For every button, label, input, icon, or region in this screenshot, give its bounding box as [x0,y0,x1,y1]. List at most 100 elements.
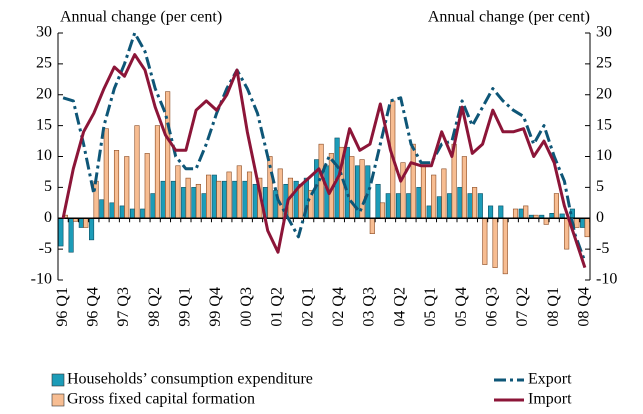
legend-label: Import [528,391,572,408]
legend-label: Households’ consumption expenditure [67,371,313,388]
bar [191,187,197,219]
bar [472,187,478,219]
y-tick-label: 5 [44,178,52,195]
bar [144,153,150,219]
x-tick-label: 96 Q4 [84,287,101,327]
bar [457,187,463,219]
x-tick-label: 00 Q3 [238,287,255,327]
bar [436,196,442,219]
bar [580,217,586,228]
bar [124,156,130,219]
bar [477,193,483,219]
bar [236,165,242,219]
bar [165,91,171,219]
bar [109,202,115,219]
bar [99,199,105,219]
bar [375,183,381,219]
y2-tick-label: 25 [596,55,612,72]
y-tick-label: -10 [31,271,52,288]
y2-tick-label: 15 [596,116,612,133]
y2-tick-label: 10 [596,147,612,164]
x-tick-label: 07 Q2 [514,287,531,327]
bar [564,217,570,250]
bar [512,208,519,219]
y2-tick-label: 0 [596,209,604,226]
bar [574,217,580,228]
x-tick-label: 04 Q2 [391,287,408,327]
y-axis-label: Annual change (per cent) [60,9,222,26]
bar [523,205,529,219]
y-tick-label: 20 [36,85,52,102]
bar [410,143,416,219]
x-tick-label: 02 Q4 [330,287,347,327]
bar [553,193,559,219]
y-tick-label: -5 [39,240,52,257]
x-tick-label: 02 Q1 [299,287,316,327]
bar [385,193,391,219]
bar [365,165,371,219]
x-tick-label: 06 Q3 [483,287,500,327]
bar [584,217,590,238]
bar [518,208,524,219]
bar [461,156,467,219]
y-tick-label: 10 [36,147,52,164]
x-tick-label: 96 Q1 [54,287,71,327]
x-tick-label: 05 Q1 [422,287,439,327]
bar [369,217,375,234]
bar [185,177,191,219]
line-series [61,53,587,269]
bar [129,208,136,219]
legend-label: Export [528,371,572,388]
bar [119,205,125,219]
bar [83,217,89,228]
bar [420,165,426,219]
y2-tick-label: -10 [596,271,617,288]
bar [379,202,386,219]
x-tick-label: 97 Q3 [115,287,132,327]
bar [492,217,498,268]
bar [181,187,187,219]
legend-swatch [51,373,65,387]
bar [349,156,355,219]
x-tick-label: 99 Q4 [207,287,224,327]
y2-tick-label: 20 [596,85,612,102]
bar [447,193,453,219]
bar [58,217,64,247]
bar [400,162,406,219]
bar [93,180,99,219]
bar [175,165,181,219]
x-tick-label: 03 Q3 [361,287,378,327]
y2-axis-label: Annual change (per cent) [428,9,590,26]
bar [89,217,95,241]
bar [482,217,488,265]
x-tick-label: 98 Q2 [146,287,163,327]
bar [201,193,207,219]
bar [242,180,248,219]
bar [140,208,146,219]
bar [406,193,412,219]
bar [467,193,473,219]
bar [170,180,176,219]
y2-tick-label: 30 [596,24,612,41]
line-series [62,31,587,263]
bar [154,125,160,219]
bar [150,193,156,219]
bar [134,125,140,219]
bar [113,150,120,219]
y-tick-label: 30 [36,24,52,41]
bar [195,183,201,219]
bar [160,180,166,219]
bar [252,183,258,219]
x-tick-label: 05 Q4 [453,287,470,327]
legend-label: Gross fixed capital formation [67,391,255,408]
bar [232,180,238,219]
bar [488,205,494,219]
bar [216,180,222,219]
bar [543,217,549,225]
bar [103,128,109,219]
bar [498,205,504,219]
y2-tick-label: -5 [596,240,609,257]
bar [298,183,304,219]
